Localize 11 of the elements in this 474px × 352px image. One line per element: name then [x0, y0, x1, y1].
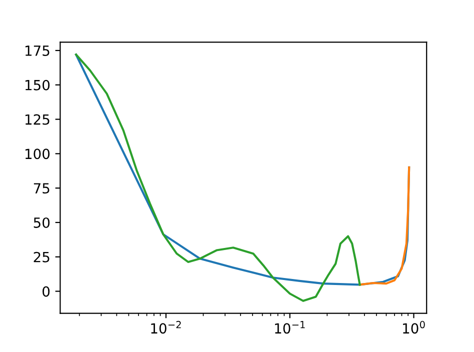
y-tick-label: 0	[42, 286, 50, 297]
x-tick-label: 10$^{−1}$	[275, 321, 305, 334]
y-tick-label: 150	[25, 80, 50, 90]
y-tick-label: 175	[25, 46, 50, 56]
x-tick-label: 10$^{−2}$	[151, 320, 181, 334]
y-tick-label: 50	[34, 217, 50, 228]
x-tick-label: 10$^{0}$	[403, 320, 425, 334]
y-tick-label: 100	[25, 148, 50, 160]
y-tick-label: 25	[34, 252, 50, 262]
y-tick-label: 75	[34, 183, 50, 194]
y-tick-label: 125	[25, 114, 50, 125]
